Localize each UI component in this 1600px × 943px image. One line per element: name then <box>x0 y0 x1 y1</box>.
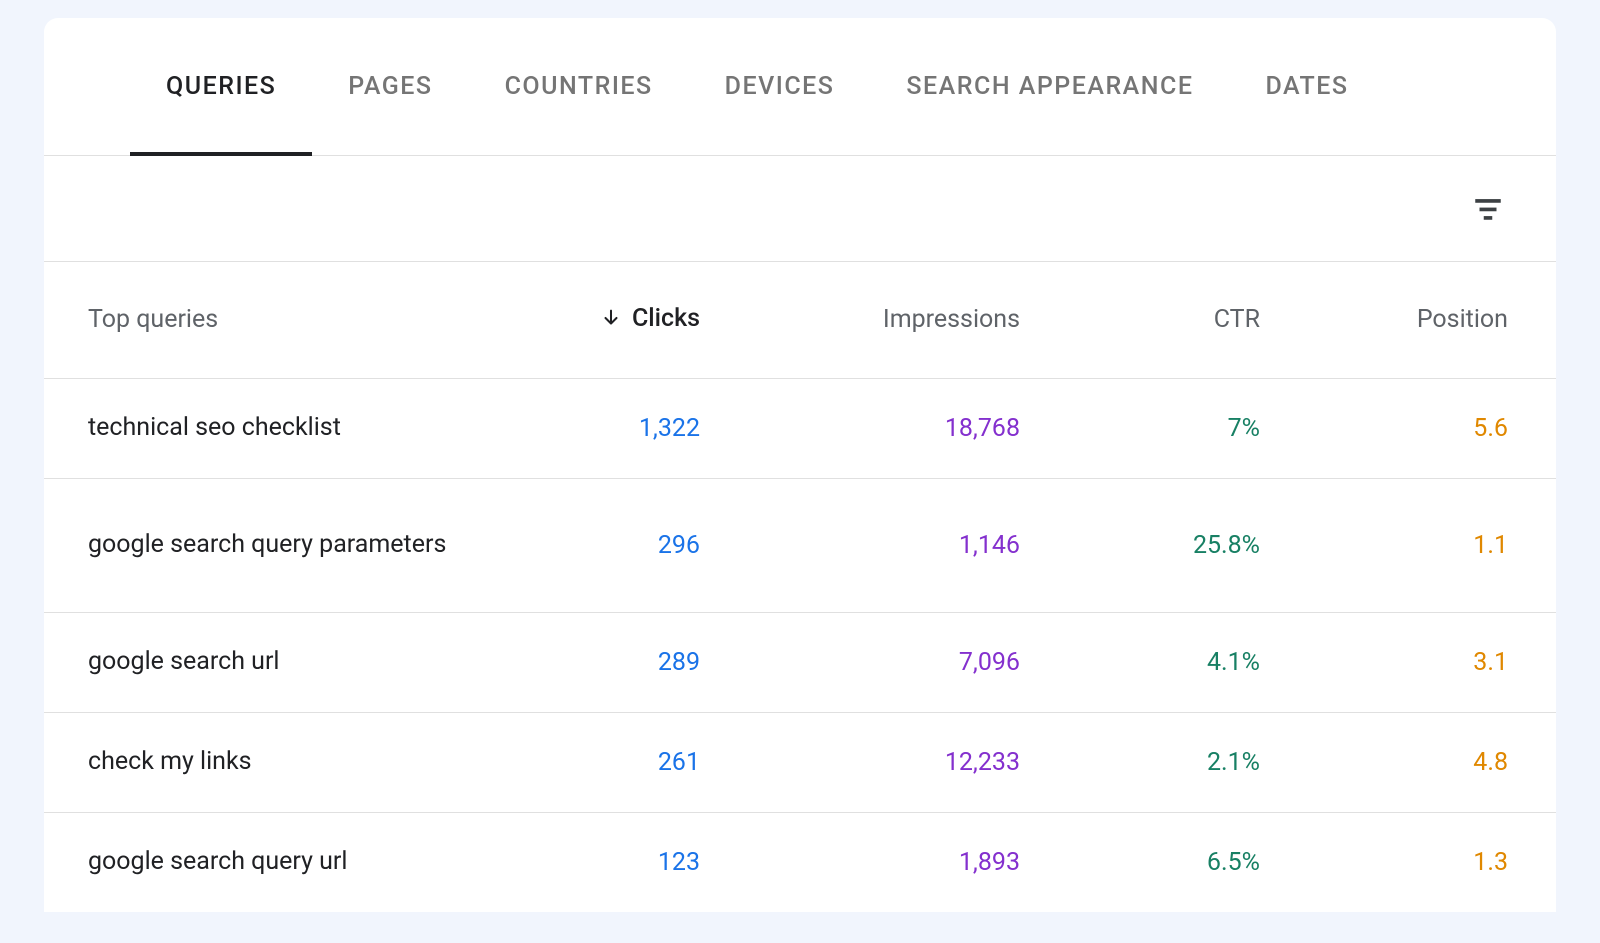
table-row[interactable]: google search query url 123 1,893 6.5% 1… <box>44 812 1556 912</box>
tab-queries[interactable]: QUERIES <box>130 18 312 155</box>
table-filter-bar <box>44 156 1556 262</box>
tab-label: QUERIES <box>166 72 276 101</box>
cell-query: google search url <box>44 612 484 712</box>
col-header-position[interactable]: Position <box>1284 262 1556 378</box>
col-header-label: Top queries <box>88 305 218 334</box>
tab-label: SEARCH APPEARANCE <box>906 72 1193 101</box>
cell-query: technical seo checklist <box>44 378 484 478</box>
cell-clicks: 296 <box>484 478 724 612</box>
tab-dates[interactable]: DATES <box>1229 18 1384 155</box>
performance-card: QUERIES PAGES COUNTRIES DEVICES SEARCH A… <box>44 18 1556 912</box>
cell-position: 3.1 <box>1284 612 1556 712</box>
cell-clicks: 1,322 <box>484 378 724 478</box>
cell-impressions: 12,233 <box>724 712 1044 812</box>
col-header-ctr[interactable]: CTR <box>1044 262 1284 378</box>
dimension-tabs: QUERIES PAGES COUNTRIES DEVICES SEARCH A… <box>44 18 1556 156</box>
col-header-label: CTR <box>1214 305 1260 334</box>
cell-clicks: 123 <box>484 812 724 912</box>
cell-ctr: 7% <box>1044 378 1284 478</box>
cell-query: google search query url <box>44 812 484 912</box>
cell-clicks: 289 <box>484 612 724 712</box>
cell-position: 5.6 <box>1284 378 1556 478</box>
cell-position: 4.8 <box>1284 712 1556 812</box>
cell-ctr: 2.1% <box>1044 712 1284 812</box>
table-header-row: Top queries Clicks Impressions CTR <box>44 262 1556 378</box>
filter-list-icon <box>1471 192 1505 226</box>
cell-position: 1.1 <box>1284 478 1556 612</box>
cell-impressions: 1,893 <box>724 812 1044 912</box>
table-row[interactable]: check my links 261 12,233 2.1% 4.8 <box>44 712 1556 812</box>
col-header-clicks[interactable]: Clicks <box>484 262 724 378</box>
tab-devices[interactable]: DEVICES <box>689 18 871 155</box>
tab-countries[interactable]: COUNTRIES <box>469 18 689 155</box>
cell-ctr: 4.1% <box>1044 612 1284 712</box>
tab-label: COUNTRIES <box>505 72 653 101</box>
col-header-impressions[interactable]: Impressions <box>724 262 1044 378</box>
table-row[interactable]: technical seo checklist 1,322 18,768 7% … <box>44 378 1556 478</box>
cell-query: google search query parameters <box>44 478 484 612</box>
col-header-label: Position <box>1417 305 1508 334</box>
tab-pages[interactable]: PAGES <box>312 18 468 155</box>
cell-ctr: 6.5% <box>1044 812 1284 912</box>
cell-impressions: 7,096 <box>724 612 1044 712</box>
cell-impressions: 18,768 <box>724 378 1044 478</box>
cell-clicks: 261 <box>484 712 724 812</box>
tab-search-appearance[interactable]: SEARCH APPEARANCE <box>870 18 1229 155</box>
tab-label: DATES <box>1265 72 1348 101</box>
cell-impressions: 1,146 <box>724 478 1044 612</box>
queries-table: Top queries Clicks Impressions CTR <box>44 262 1556 912</box>
cell-position: 1.3 <box>1284 812 1556 912</box>
table-row[interactable]: google search query parameters 296 1,146… <box>44 478 1556 612</box>
col-header-label: Impressions <box>883 305 1020 334</box>
tab-label: PAGES <box>348 72 432 101</box>
cell-ctr: 25.8% <box>1044 478 1284 612</box>
col-header-label: Clicks <box>632 304 700 333</box>
cell-query: check my links <box>44 712 484 812</box>
table-row[interactable]: google search url 289 7,096 4.1% 3.1 <box>44 612 1556 712</box>
tab-label: DEVICES <box>725 72 835 101</box>
filter-icon[interactable] <box>1468 189 1508 229</box>
arrow-down-icon <box>600 307 622 329</box>
col-header-query[interactable]: Top queries <box>44 262 484 378</box>
